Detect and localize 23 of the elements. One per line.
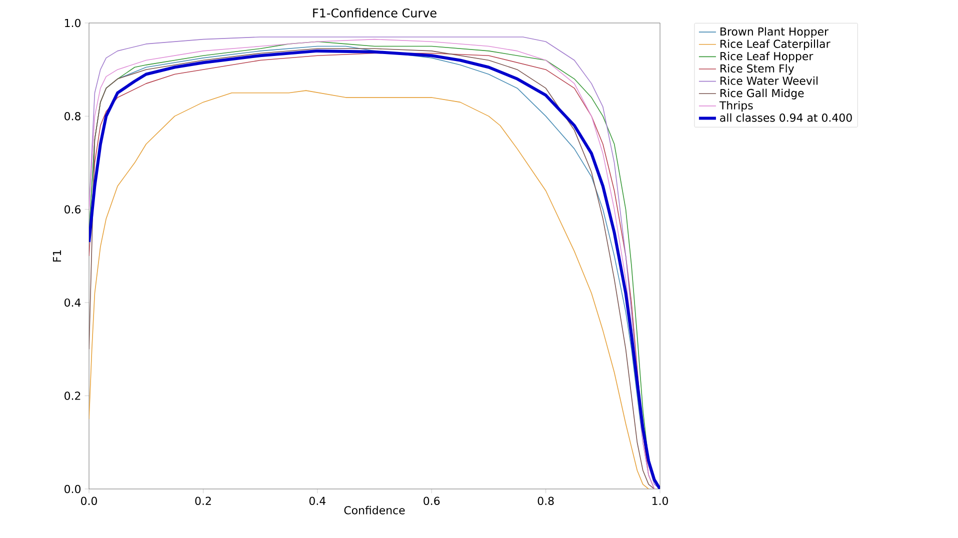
legend-label: Rice Gall Midge xyxy=(720,88,804,100)
legend-label: Rice Leaf Caterpillar xyxy=(720,39,830,50)
legend-label: all classes 0.94 at 0.400 xyxy=(720,113,852,122)
legend-label: Rice Stem Fly xyxy=(720,64,794,75)
x-tick-label: 0.6 xyxy=(424,496,440,506)
y-tick-label: 0.6 xyxy=(64,205,81,214)
legend-label: Thrips xyxy=(719,101,753,112)
legend-label: Rice Leaf Hopper xyxy=(720,52,814,62)
chart-title: F1-Confidence Curve xyxy=(313,8,436,18)
x-tick-label: 0.2 xyxy=(195,496,211,506)
y-tick-label: 0.8 xyxy=(64,112,80,120)
x-tick-label: 0.8 xyxy=(538,496,554,506)
legend-label: Rice Water Weevil xyxy=(720,76,818,85)
x-tick-label: 1.0 xyxy=(652,496,668,506)
y-tick-label: 1.0 xyxy=(65,18,80,28)
y-tick-label: 0.0 xyxy=(64,484,80,494)
x-tick-label: 0.0 xyxy=(81,496,97,506)
y-tick-label: 0.4 xyxy=(64,298,81,307)
y-axis-title: F1 xyxy=(52,250,61,262)
x-tick-label: 0.4 xyxy=(309,496,326,506)
x-axis-title: Confidence xyxy=(344,506,405,514)
legend-label: Brown Plant Hopper xyxy=(720,27,829,38)
y-tick-label: 0.2 xyxy=(64,392,80,400)
